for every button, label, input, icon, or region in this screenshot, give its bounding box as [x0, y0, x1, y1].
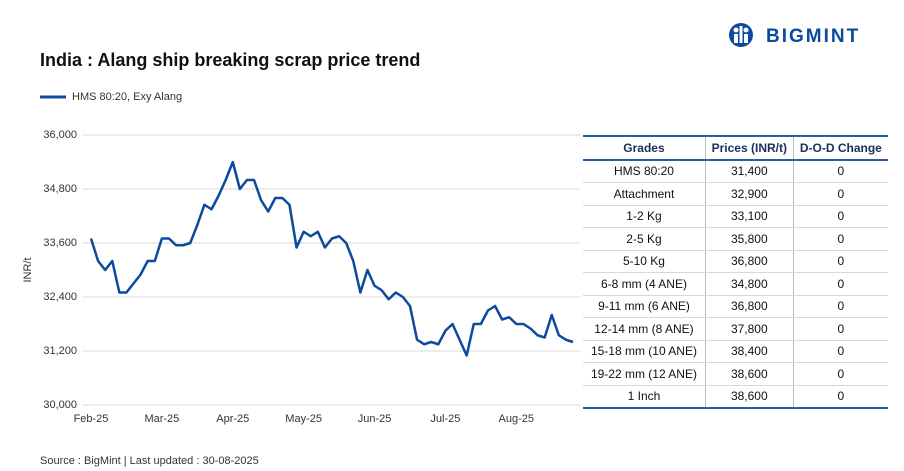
- table-cell: 19-22 mm (12 ANE): [583, 362, 706, 386]
- table-cell: 0: [792, 385, 888, 409]
- chart-title: India : Alang ship breaking scrap price …: [40, 50, 420, 70]
- table-row: 2-5 Kg 35,800 0: [583, 227, 888, 251]
- y-tick-label: 32,400: [43, 291, 77, 303]
- table-row: 1-2 Kg 33,100 0: [583, 205, 888, 228]
- x-tick-label: Aug-25: [499, 413, 534, 425]
- table-cell: 1-2 Kg: [583, 205, 706, 228]
- table-cell: 36,800: [704, 295, 794, 318]
- y-tick-label: 34,800: [43, 183, 77, 195]
- y-axis-label: INR/t: [22, 257, 34, 282]
- table-row: 12-14 mm (8 ANE) 37,800 0: [583, 317, 888, 341]
- table-cell: 38,400: [704, 340, 794, 363]
- table-cell: 0: [792, 182, 888, 206]
- table-cell: 9-11 mm (6 ANE): [583, 295, 706, 318]
- line-series: [89, 160, 574, 357]
- table-row: 15-18 mm (10 ANE) 38,400 0: [583, 340, 888, 363]
- table-cell: 6-8 mm (4 ANE): [583, 272, 706, 296]
- footer: Source : BigMint | Last updated : 30-08-…: [40, 455, 259, 467]
- legend-label: HMS 80:20, Exy Alang: [72, 91, 182, 103]
- header-cell: Grades: [583, 135, 706, 161]
- table-cell: 31,400: [704, 159, 794, 183]
- table-cell: 1 Inch: [583, 385, 706, 409]
- table-cell: 0: [792, 295, 888, 318]
- logo-icon: [729, 23, 753, 47]
- y-tick-label: 31,200: [43, 345, 77, 357]
- table-row: 6-8 mm (4 ANE) 34,800 0: [583, 272, 888, 296]
- logo-text: BIGMINT: [766, 26, 860, 47]
- x-tick-label: Jul-25: [430, 413, 460, 425]
- header-cell: Prices (INR/t): [704, 135, 794, 161]
- table-cell: 0: [792, 205, 888, 228]
- table-cell: 0: [792, 317, 888, 341]
- table-cell: 35,800: [704, 227, 794, 251]
- table-cell: 38,600: [704, 385, 794, 409]
- table-cell: 0: [792, 227, 888, 251]
- table-cell: 32,900: [704, 182, 794, 206]
- table-row: 9-11 mm (6 ANE) 36,800 0: [583, 295, 888, 318]
- x-tick-label: Mar-25: [144, 413, 179, 425]
- table-cell: 0: [792, 362, 888, 386]
- table-cell: 12-14 mm (8 ANE): [583, 317, 706, 341]
- header-cell: D-O-D Change: [792, 135, 888, 161]
- x-tick-label: Jun-25: [358, 413, 392, 425]
- table-cell: 38,600: [704, 362, 794, 386]
- table-cell: 37,800: [704, 317, 794, 341]
- table-row: 19-22 mm (12 ANE) 38,600 0: [583, 362, 888, 386]
- x-tick-label: Feb-25: [74, 413, 109, 425]
- table-row: HMS 80:20 31,400 0: [583, 159, 888, 183]
- table-cell: 2-5 Kg: [583, 227, 706, 251]
- table-header: Grades Prices (INR/t) D-O-D Change: [583, 135, 888, 161]
- table-cell: Attachment: [583, 182, 706, 206]
- table-cell: 0: [792, 272, 888, 296]
- y-tick-label: 33,600: [43, 237, 77, 249]
- price-table: Grades Prices (INR/t) D-O-D Change HMS 80:2…: [583, 135, 888, 409]
- table-row: 1 Inch 38,600 0: [583, 385, 888, 409]
- table-cell: 33,100: [704, 205, 794, 228]
- table-cell: 0: [792, 340, 888, 363]
- table-cell: 15-18 mm (10 ANE): [583, 340, 706, 363]
- table-cell: HMS 80:20: [583, 159, 706, 183]
- x-tick-label: May-25: [285, 413, 322, 425]
- table-cell: 0: [792, 159, 888, 183]
- x-tick-label: Apr-25: [216, 413, 249, 425]
- table-row: Attachment 32,900 0: [583, 182, 888, 206]
- table-cell: 36,800: [704, 250, 794, 273]
- table-row: 5-10 Kg 36,800 0: [583, 250, 888, 273]
- y-tick-label: 30,000: [43, 399, 77, 411]
- table-cell: 5-10 Kg: [583, 250, 706, 273]
- table-cell: 34,800: [704, 272, 794, 296]
- table-cell: 0: [792, 250, 888, 273]
- y-tick-label: 36,000: [43, 129, 77, 141]
